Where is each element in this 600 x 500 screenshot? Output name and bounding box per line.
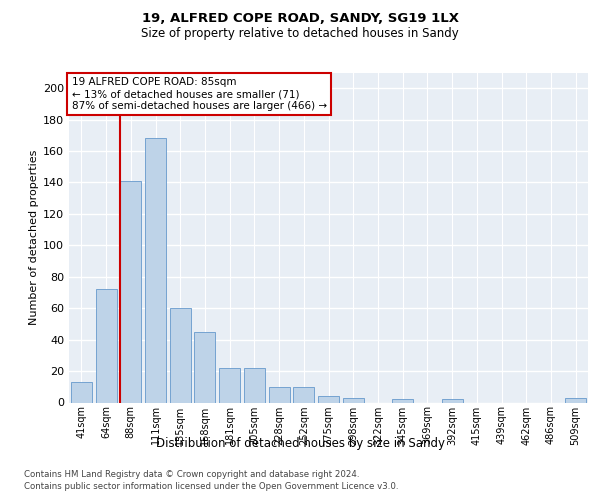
Bar (565, 398, 586, 402)
Y-axis label: Number of detached properties: Number of detached properties (29, 150, 39, 325)
Bar (71, 382, 92, 402)
Text: Contains public sector information licensed under the Open Government Licence v3: Contains public sector information licen… (24, 482, 398, 491)
Bar (318, 396, 339, 402)
Bar (269, 387, 290, 402)
Bar (120, 181, 141, 402)
Bar (194, 332, 215, 402)
Bar (392, 400, 413, 402)
Text: Size of property relative to detached houses in Sandy: Size of property relative to detached ho… (141, 28, 459, 40)
Bar (343, 398, 364, 402)
Bar (219, 368, 240, 402)
Text: Distribution of detached houses by size in Sandy: Distribution of detached houses by size … (155, 438, 445, 450)
Bar (293, 387, 314, 402)
Bar (170, 308, 191, 402)
Text: 19 ALFRED COPE ROAD: 85sqm
← 13% of detached houses are smaller (71)
87% of semi: 19 ALFRED COPE ROAD: 85sqm ← 13% of deta… (71, 78, 327, 110)
Bar (442, 400, 463, 402)
Bar (95, 290, 116, 403)
Bar (145, 138, 166, 402)
Text: 19, ALFRED COPE ROAD, SANDY, SG19 1LX: 19, ALFRED COPE ROAD, SANDY, SG19 1LX (142, 12, 458, 26)
Bar (244, 368, 265, 402)
Text: Contains HM Land Registry data © Crown copyright and database right 2024.: Contains HM Land Registry data © Crown c… (24, 470, 359, 479)
